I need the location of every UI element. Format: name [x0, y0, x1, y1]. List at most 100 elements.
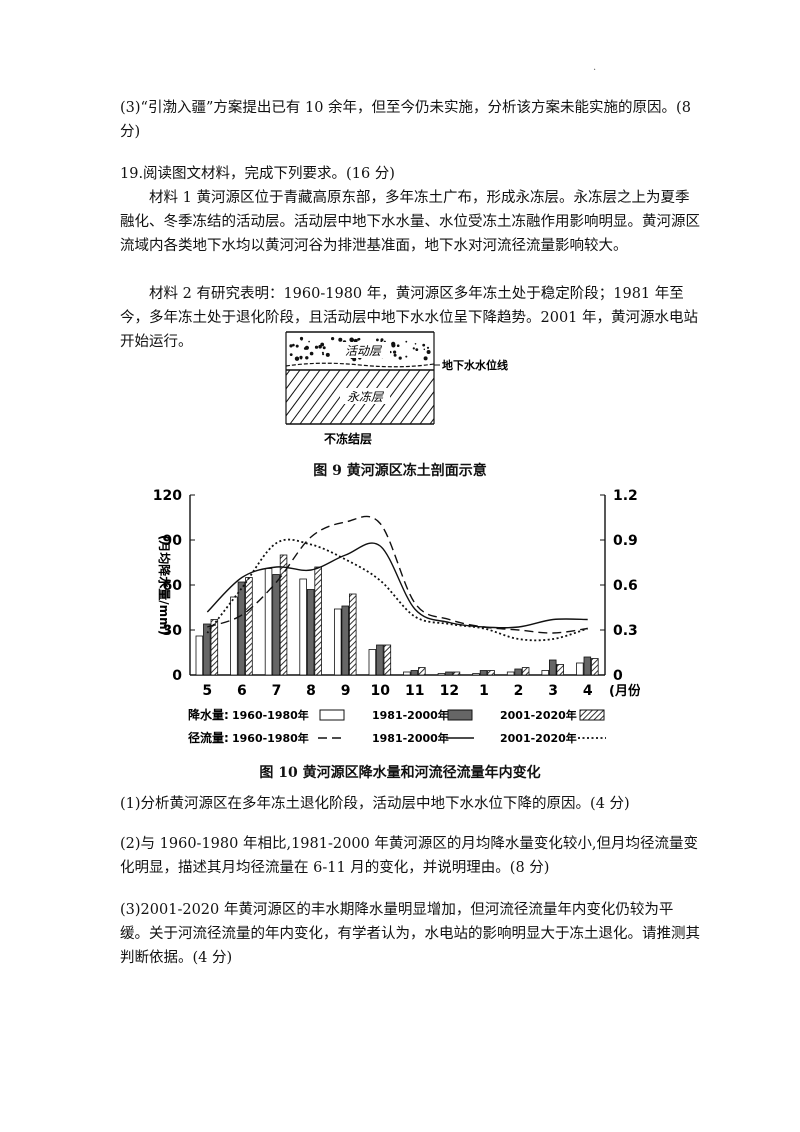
precip-bar-1	[437, 673, 446, 676]
legend-precip-1960: 1960-1980年	[232, 708, 309, 722]
unfrozen-layer-label: 不冻结层	[324, 431, 372, 446]
legend-precip-2001: 2001-2020年	[500, 708, 577, 722]
active-layer-dot	[289, 353, 293, 356]
active-layer-dot	[309, 351, 314, 356]
active-layer-label-bg	[336, 342, 390, 358]
x-tick-label: 11	[405, 683, 424, 699]
active-layer-dot	[292, 343, 295, 347]
precip-bar-3	[487, 670, 495, 676]
active-layer-dot	[423, 356, 428, 361]
question-prev-3: (3)“引渤入疆”方案提出已有 10 余年，但至今仍未实施，分析该方案未能实施的…	[120, 100, 691, 140]
permafrost-hatch-line	[399, 377, 434, 424]
precip-bar-3	[279, 554, 288, 676]
figure-9-caption: 图 9 黄河源区冻土剖面示意	[313, 463, 487, 479]
x-axis-label: (月份)	[609, 683, 640, 699]
permafrost-hatch-line	[286, 370, 301, 390]
precip-bar-2	[445, 671, 453, 676]
precip-bar-3	[418, 667, 426, 676]
active-layer-dot	[393, 353, 397, 357]
permafrost-hatch-line	[419, 404, 434, 424]
permafrost-hatch	[286, 370, 480, 424]
chart-legend: 降水量: 径流量:1960-1980年 1981-2000年 2001-2020年 19…	[188, 707, 606, 745]
precip-bar-3	[348, 593, 357, 676]
x-tick-label: 7	[272, 683, 282, 699]
permafrost-hatch-line	[286, 370, 321, 417]
precip-bar-2	[376, 644, 384, 676]
active-layer-dot	[405, 340, 408, 343]
x-tick-label: 9	[341, 683, 351, 699]
precip-bar-1	[576, 662, 584, 676]
active-layer-dot	[338, 337, 343, 342]
active-layer-dot	[322, 353, 325, 356]
precip-bar-2	[203, 623, 211, 676]
active-layer-dot	[303, 347, 307, 350]
precip-bar-1	[333, 608, 342, 676]
permafrost-hatch-line	[309, 370, 351, 424]
precip-bar-3	[383, 644, 392, 676]
question-2: (2)与 1960-1980 年相比,1981-2000 年黄河源区的月均降水量…	[120, 836, 698, 876]
precip-bar-2	[237, 581, 246, 676]
precip-bar-2	[514, 668, 522, 676]
precip-bar-1	[541, 670, 549, 676]
precip-bar-2	[341, 605, 349, 676]
precip-bar-3	[521, 667, 530, 676]
y-tick-label-right: 1.2	[613, 488, 638, 504]
active-layer-dot	[308, 340, 310, 343]
legend-swatch-precip-2001	[579, 709, 605, 721]
y-tick-label-right: 0.9	[613, 533, 638, 549]
x-tick-label: 1	[479, 683, 489, 699]
active-layer-dot	[396, 344, 400, 347]
active-layer-label: 活动层	[345, 344, 382, 358]
legend-swatch-precip-1960	[319, 709, 345, 721]
active-layer-dot	[376, 338, 379, 342]
precip-bar-1	[195, 635, 204, 676]
y-tick-label-left: 0	[172, 668, 182, 684]
active-layer-dot	[423, 348, 426, 351]
precip-bar-1	[299, 578, 307, 676]
legend-precip-title: 降水量:	[188, 707, 229, 722]
y-tick-label-right: 0.6	[613, 578, 638, 594]
permafrost-label-bg	[340, 388, 390, 404]
precip-bar-3	[452, 671, 461, 676]
precip-bar-3	[591, 658, 599, 676]
x-tick-label: 5	[202, 683, 212, 699]
active-layer-dot	[393, 350, 397, 354]
permafrost-label: 永冻层	[347, 390, 384, 404]
active-layer-dot	[380, 339, 383, 343]
active-layer-dot	[320, 342, 325, 347]
legend-swatch-precip-1981	[447, 709, 473, 721]
precip-bar-1	[368, 649, 377, 676]
x-tick-label: 3	[548, 683, 558, 699]
permafrost-hatch-line	[389, 370, 431, 424]
x-tick-label: 6	[237, 683, 247, 699]
active-layer-dot	[314, 345, 319, 349]
x-tick-label: 12	[440, 683, 459, 699]
legend-precip-1981: 1981-2000年	[372, 708, 449, 722]
permafrost-hatch-line	[286, 370, 311, 404]
groundwater-label: 地下水水位线	[442, 358, 508, 372]
runoff-line-2	[206, 542, 588, 629]
active-layer-dot	[391, 343, 396, 348]
x-tick-label: 8	[306, 683, 316, 699]
active-layer-dot	[325, 352, 330, 357]
active-layer-dot	[305, 356, 309, 360]
precip-bar-1	[403, 671, 411, 676]
precip-bar-2	[306, 589, 315, 676]
active-layer-dot	[414, 343, 417, 345]
y-tick-label-left: 30	[163, 623, 183, 639]
active-layer-dot	[295, 344, 299, 348]
material-2: 材料 2 有研究表明：1960-1980 年，黄河源区多年冻土处于稳定阶段；19…	[120, 286, 699, 350]
active-layer-dot	[405, 355, 408, 358]
y-tick-label-right: 0	[613, 668, 623, 684]
y-tick-label-left: 90	[163, 533, 183, 549]
permafrost-hatch-line	[440, 370, 480, 424]
permafrost-hatch-line	[299, 370, 341, 424]
figure-9-permafrost-profile: 活动层 地下水水位线 永冻层 不冻结层	[285, 331, 508, 446]
permafrost-hatch-line	[409, 390, 434, 424]
runoff-line-3	[206, 538, 588, 642]
question-19-title: 19.阅读图文材料，完成下列要求。(16 分)	[120, 166, 395, 182]
active-layer-dot	[398, 356, 402, 360]
precip-bar-1	[472, 673, 480, 676]
legend-runoff-1960: 1960-1980年	[232, 731, 309, 745]
